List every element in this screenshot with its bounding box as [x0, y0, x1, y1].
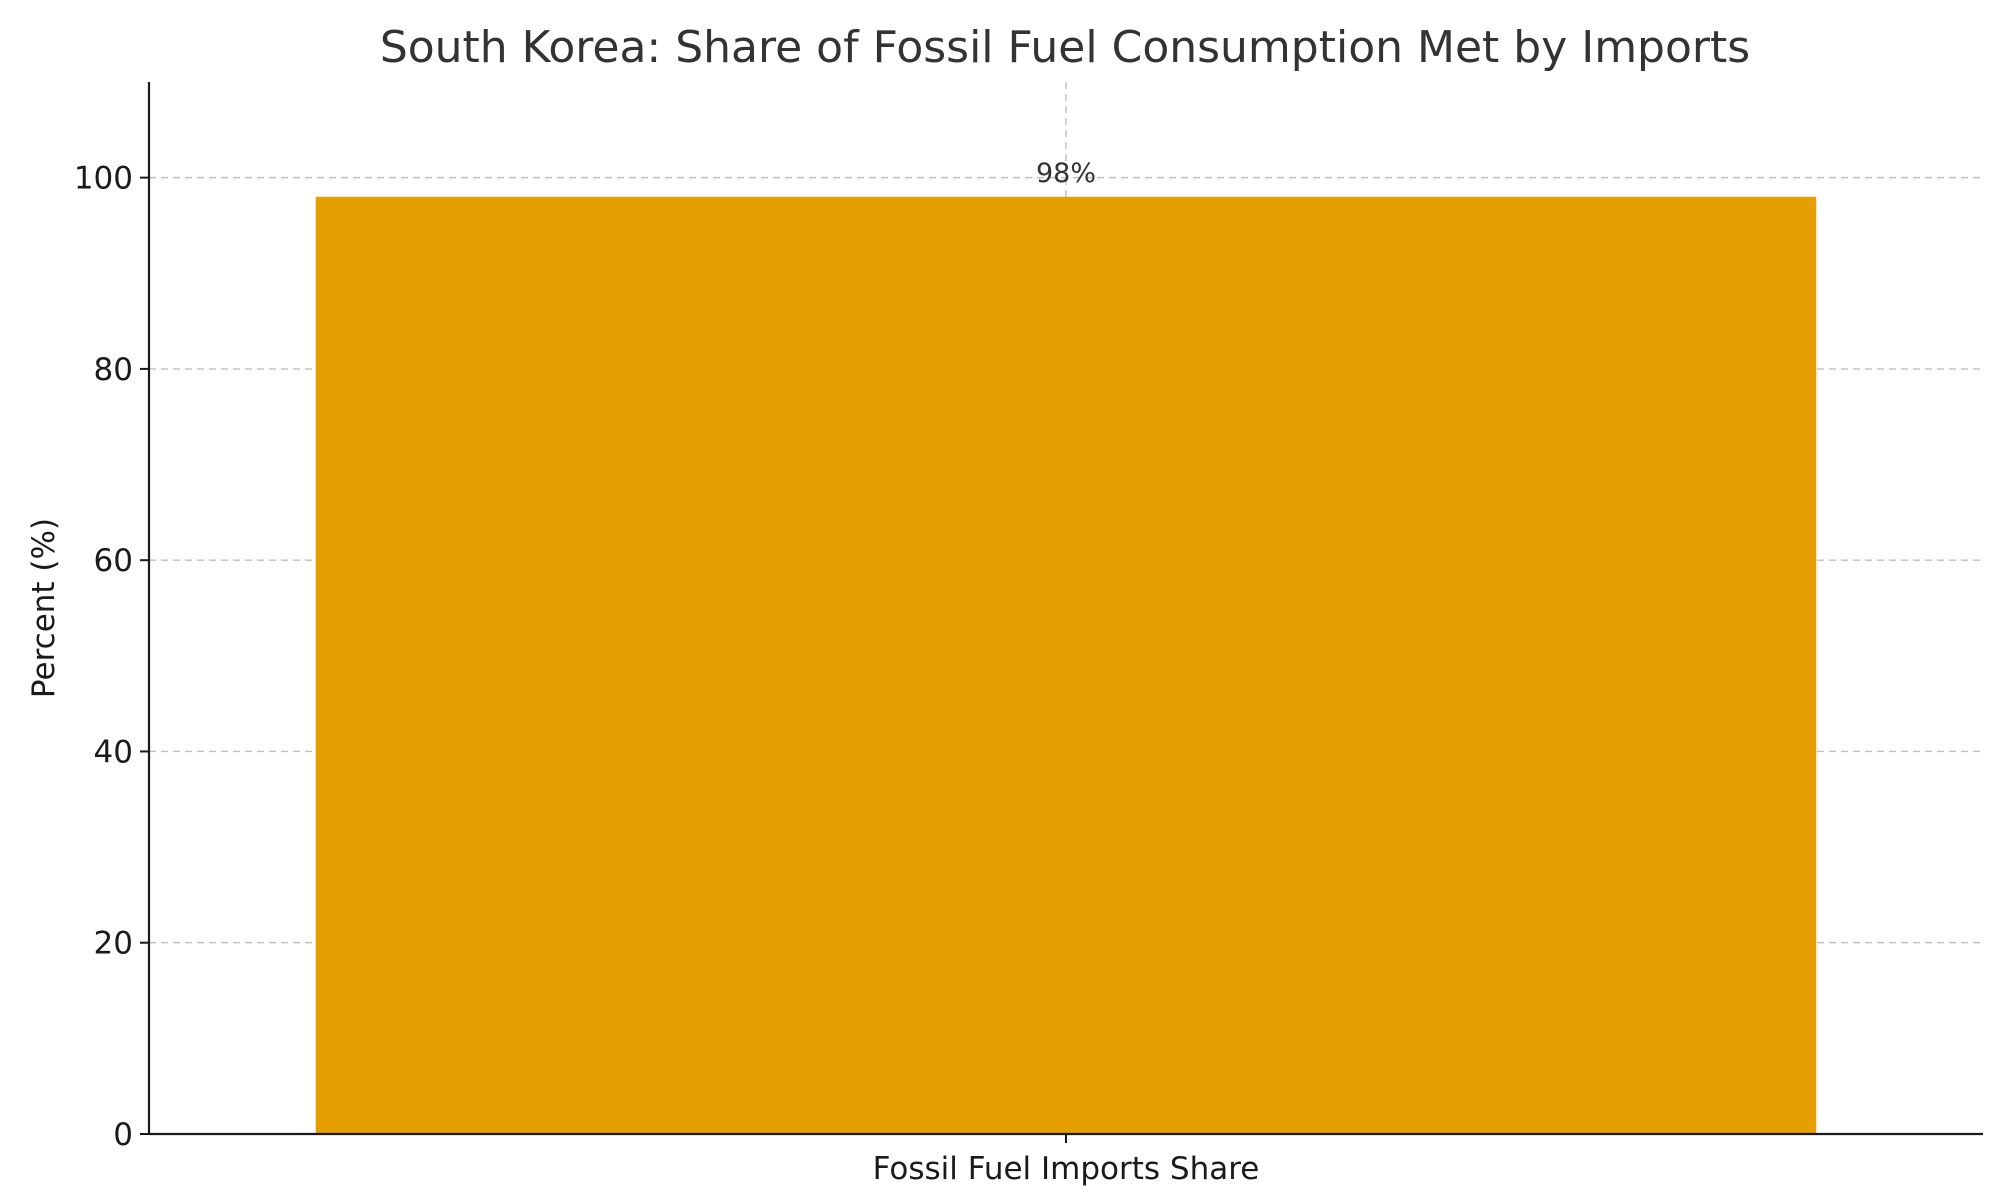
bars — [315, 196, 1817, 1134]
y-tick-label: 40 — [94, 734, 133, 770]
x-tick-label: Fossil Fuel Imports Share — [873, 1151, 1260, 1187]
y-tick-label: 60 — [94, 543, 133, 579]
y-tick-label: 100 — [74, 161, 133, 197]
y-axis-label: Percent (%) — [26, 518, 62, 698]
y-tick-label: 20 — [94, 926, 133, 962]
bar-data-label: 98% — [1036, 158, 1096, 189]
chart-title: South Korea: Share of Fossil Fuel Consum… — [380, 22, 1750, 73]
data-labels: 98% — [1036, 158, 1096, 189]
bar — [315, 196, 1817, 1134]
y-tick-label: 0 — [113, 1117, 133, 1153]
y-axis-ticks: 0 20 40 60 80 100 — [74, 161, 149, 1153]
y-tick-label: 80 — [94, 352, 133, 388]
x-axis-ticks: Fossil Fuel Imports Share — [873, 1134, 1260, 1187]
